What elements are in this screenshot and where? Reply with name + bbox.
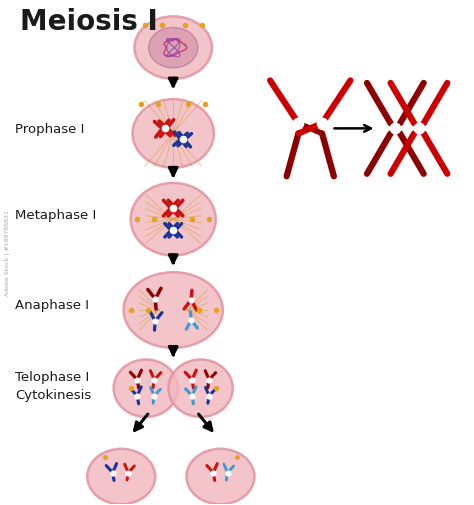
Text: Cytokinesis: Cytokinesis xyxy=(15,388,91,401)
Ellipse shape xyxy=(131,183,216,256)
Ellipse shape xyxy=(149,28,198,69)
Text: Adobe Stock | #188786831: Adobe Stock | #188786831 xyxy=(4,210,10,295)
Ellipse shape xyxy=(114,360,178,417)
Text: Anaphase I: Anaphase I xyxy=(15,299,89,312)
Ellipse shape xyxy=(133,100,214,168)
Ellipse shape xyxy=(168,360,233,417)
Text: Metaphase I: Metaphase I xyxy=(15,208,96,221)
Ellipse shape xyxy=(87,449,155,504)
Text: Prophase I: Prophase I xyxy=(15,123,84,136)
Ellipse shape xyxy=(186,449,255,504)
Ellipse shape xyxy=(124,273,223,348)
Text: Telophase I: Telophase I xyxy=(15,370,89,383)
Ellipse shape xyxy=(135,17,212,80)
Text: Meiosis I: Meiosis I xyxy=(19,8,157,36)
